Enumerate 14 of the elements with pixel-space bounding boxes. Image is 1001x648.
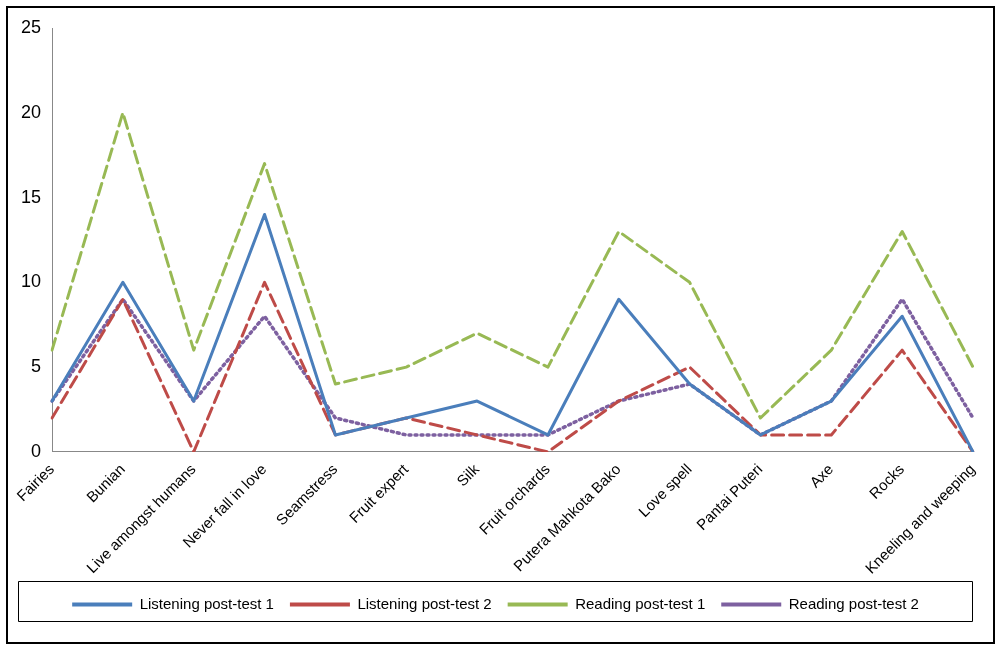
y-tick-label: 25 [20,16,42,37]
y-tick-label: 20 [20,101,42,122]
x-tick-label: Axe [806,460,837,491]
y-tick-label: 10 [20,271,42,292]
y-tick-label: 15 [20,186,42,207]
line-series [50,111,975,420]
legend-label: Listening post-test 1 [139,594,274,612]
y-tick-label: 0 [31,440,42,461]
legend-label: Reading post-test 2 [788,594,919,612]
line-series [50,297,975,437]
legend-label: Listening post-test 2 [357,594,492,612]
legend-label: Reading post-test 1 [575,594,706,612]
x-tick-label: Silk [453,459,483,490]
y-tick-label: 5 [31,356,42,377]
